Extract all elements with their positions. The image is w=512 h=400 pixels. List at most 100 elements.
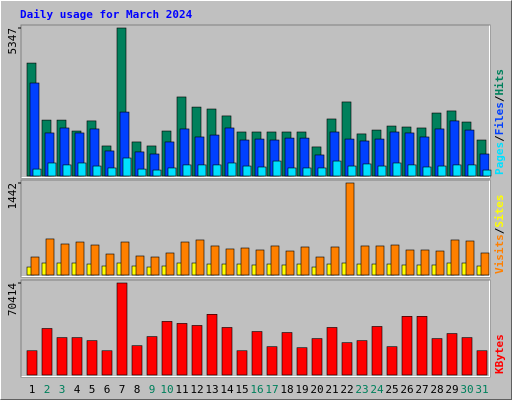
bar (120, 241, 130, 276)
bar (77, 162, 87, 177)
bar (375, 245, 385, 276)
bar (161, 321, 173, 376)
legend-separator: / (493, 135, 506, 142)
x-tick-label: 4 (74, 383, 81, 396)
bar (227, 162, 237, 177)
legend: Visits/Sites (493, 195, 506, 275)
x-tick-label: 19 (295, 383, 308, 396)
bar (197, 164, 207, 177)
x-tick-label: 2 (44, 383, 51, 396)
bar (311, 338, 323, 376)
bar (92, 165, 102, 177)
bar (446, 333, 458, 376)
bar (437, 165, 447, 177)
bar (405, 249, 415, 276)
x-tick-label: 25 (385, 383, 398, 396)
bar (225, 248, 235, 276)
bar (435, 250, 445, 276)
bar (452, 164, 462, 177)
y-tick-label: 5347 (6, 28, 19, 55)
bar (390, 244, 400, 276)
bar (191, 325, 203, 376)
x-tick-label: 30 (460, 383, 473, 396)
x-tick-label: 24 (370, 383, 384, 396)
bar (176, 323, 188, 376)
bar (362, 163, 372, 177)
x-tick-label: 14 (220, 383, 234, 396)
bar (32, 168, 42, 177)
x-tick-label: 28 (430, 383, 443, 396)
bar (240, 247, 250, 276)
legend-entry: Sites (493, 195, 506, 228)
bar (165, 252, 175, 276)
x-tick-label: 18 (280, 383, 293, 396)
x-tick-label: 3 (59, 383, 66, 396)
bar (30, 256, 40, 276)
bar (345, 182, 355, 276)
bar (461, 337, 473, 376)
bar (116, 282, 128, 376)
legend-entry: Pages (493, 142, 506, 175)
x-tick-label: 15 (235, 383, 248, 396)
x-tick-label: 10 (160, 383, 173, 396)
bar (341, 342, 353, 376)
bar (45, 238, 55, 276)
panel-bevel (21, 280, 490, 377)
bar (26, 350, 38, 376)
bar (251, 331, 263, 376)
legend: Pages/Files/Hits (493, 69, 506, 175)
bar (242, 165, 252, 177)
bar (182, 164, 192, 177)
bar (212, 164, 222, 177)
bar (152, 169, 162, 177)
bar (75, 241, 85, 276)
bar (480, 252, 490, 276)
panel-bevel (21, 180, 490, 277)
bar (476, 350, 488, 376)
x-tick-label: 12 (190, 383, 203, 396)
bar (107, 167, 117, 177)
bar (416, 316, 428, 376)
x-tick-label: 23 (355, 383, 368, 396)
y-tick-label: 70414 (6, 283, 19, 316)
x-tick-label: 7 (119, 383, 126, 396)
bar (450, 239, 460, 276)
bar (131, 345, 143, 376)
bar (360, 245, 370, 276)
x-tick-label: 11 (175, 383, 188, 396)
bar (62, 164, 72, 177)
bar (105, 253, 115, 276)
bar (41, 328, 53, 376)
x-tick-label: 6 (104, 383, 111, 396)
chart-title: Daily usage for March 2024 (20, 8, 193, 21)
bar (317, 167, 327, 177)
x-tick-label: 13 (205, 383, 218, 396)
bar (210, 245, 220, 276)
bar (29, 82, 40, 177)
x-tick-label: 21 (325, 383, 338, 396)
legend-entry: Hits (493, 69, 506, 96)
bar (47, 162, 57, 177)
legend-separator: / (493, 227, 506, 234)
bar (257, 166, 267, 177)
x-tick-label: 1 (29, 383, 36, 396)
bar (431, 338, 443, 376)
bar (270, 245, 280, 276)
bar (281, 332, 293, 376)
bar (236, 350, 248, 376)
x-tick-label: 29 (445, 383, 458, 396)
bar (420, 249, 430, 276)
bar (300, 246, 310, 276)
bar (255, 249, 265, 276)
bar (371, 326, 383, 376)
x-tick-label: 5 (89, 383, 96, 396)
bar (356, 340, 368, 376)
bar (392, 162, 402, 177)
bar (401, 316, 413, 376)
bar (150, 256, 160, 276)
bar (315, 256, 325, 276)
legend-separator: / (493, 95, 506, 102)
x-tick-label: 8 (134, 383, 141, 396)
